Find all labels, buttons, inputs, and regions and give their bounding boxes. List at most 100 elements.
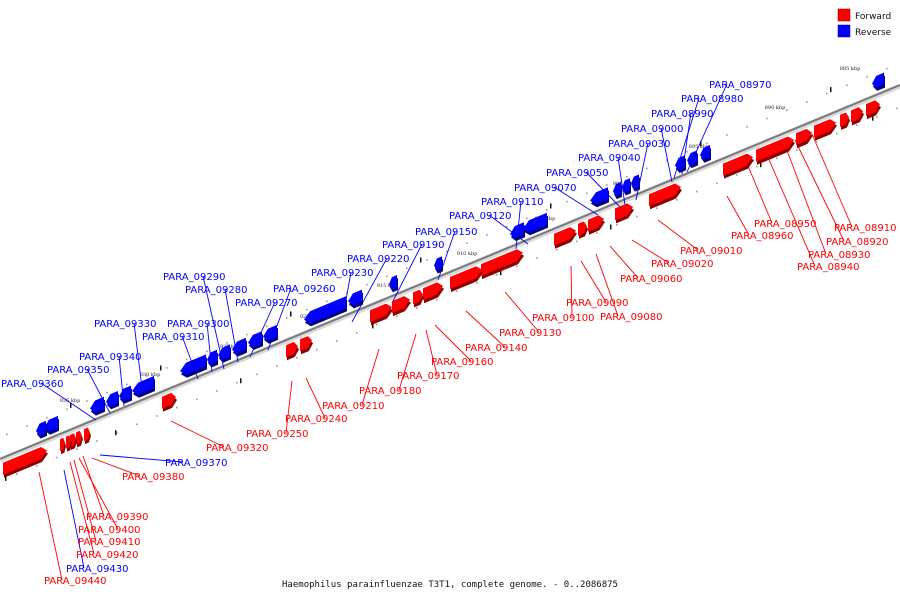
gene-block[interactable] (554, 227, 576, 246)
gene-block[interactable] (588, 215, 604, 232)
gene-label[interactable]: PARA_09160 (431, 357, 493, 368)
gene-label[interactable]: PARA_09070 (514, 183, 576, 194)
gene-label[interactable]: PARA_09360 (1, 379, 63, 390)
gene-label[interactable]: PARA_09340 (79, 352, 141, 363)
gene-label[interactable]: PARA_08930 (808, 250, 870, 261)
gene-label[interactable]: PARA_09110 (481, 197, 543, 208)
gene-label[interactable]: PARA_09420 (76, 550, 138, 561)
gene-label[interactable]: PARA_09060 (620, 274, 682, 285)
gene-block[interactable] (132, 376, 154, 395)
gene-label[interactable]: PARA_08970 (709, 80, 771, 91)
gene-block[interactable] (180, 354, 206, 375)
gene-block[interactable] (389, 275, 397, 290)
gene-block[interactable] (423, 282, 443, 301)
gene-block[interactable] (232, 337, 246, 354)
gene-block[interactable] (450, 266, 482, 289)
gene-block[interactable] (687, 150, 697, 166)
gene-block[interactable] (106, 391, 118, 407)
gene-label[interactable]: PARA_09130 (499, 328, 561, 339)
gene-label[interactable]: PARA_09400 (78, 525, 140, 536)
gene-block[interactable] (756, 136, 794, 162)
gene-label[interactable]: PARA_09100 (532, 313, 594, 324)
gene-block[interactable] (207, 349, 217, 365)
gene-label[interactable]: PARA_09290 (163, 272, 225, 283)
gene-block[interactable] (370, 303, 392, 323)
gene-block[interactable] (263, 324, 277, 341)
gene-block[interactable] (578, 221, 587, 236)
gene-block[interactable] (162, 392, 176, 409)
gene-label[interactable]: PARA_09120 (449, 211, 511, 222)
gene-label[interactable]: PARA_09090 (566, 298, 628, 309)
gene-block[interactable] (218, 344, 230, 360)
gene-label[interactable]: PARA_09300 (167, 319, 229, 330)
gene-block[interactable] (60, 437, 65, 452)
gene-block[interactable] (590, 187, 608, 205)
gene-label[interactable]: PARA_09140 (465, 343, 527, 354)
gene-label[interactable]: PARA_09170 (397, 371, 459, 382)
gene-label[interactable]: PARA_09280 (185, 285, 247, 296)
gene-label[interactable]: PARA_09310 (142, 332, 204, 343)
gene-block[interactable] (481, 249, 523, 277)
gene-block[interactable] (119, 385, 131, 401)
gene-label[interactable]: PARA_09220 (347, 254, 409, 265)
gene-block[interactable] (700, 145, 710, 160)
gene-block[interactable] (649, 183, 681, 207)
gene-label[interactable]: PARA_09150 (415, 227, 477, 238)
gene-label[interactable]: PARA_08960 (731, 231, 793, 242)
gene-label[interactable]: PARA_09030 (608, 139, 670, 150)
gene-label[interactable]: PARA_08920 (826, 237, 888, 248)
gene-block[interactable] (523, 212, 547, 233)
gene-label[interactable]: PARA_09270 (235, 298, 297, 309)
gene-label[interactable]: PARA_09190 (382, 240, 444, 251)
gene-block[interactable] (814, 119, 836, 138)
gene-label[interactable]: PARA_09230 (311, 268, 373, 279)
gene-label[interactable]: PARA_09210 (322, 401, 384, 412)
gene-label[interactable]: PARA_08990 (651, 109, 713, 120)
gene-block[interactable] (434, 256, 442, 271)
gene-label[interactable]: PARA_09370 (165, 458, 227, 469)
gene-block[interactable] (866, 100, 880, 117)
gene-block[interactable] (3, 447, 47, 475)
gene-label[interactable]: PARA_09000 (621, 124, 683, 135)
gene-label[interactable]: PARA_09080 (600, 312, 662, 323)
gene-block[interactable] (348, 289, 362, 306)
gene-block[interactable] (84, 427, 90, 442)
gene-label[interactable]: PARA_09010 (680, 246, 742, 257)
gene-label[interactable]: PARA_09240 (285, 414, 347, 425)
gene-block[interactable] (796, 128, 812, 146)
gene-block[interactable] (615, 203, 633, 221)
gene-label[interactable]: PARA_09380 (122, 472, 184, 483)
gene-label[interactable]: PARA_09020 (651, 259, 713, 270)
gene-block[interactable] (36, 420, 46, 436)
gene-block[interactable] (675, 155, 685, 170)
gene-block[interactable] (66, 435, 71, 449)
gene-block[interactable] (300, 336, 312, 352)
gene-label[interactable]: PARA_09330 (94, 319, 156, 330)
gene-label[interactable]: PARA_09350 (47, 365, 109, 376)
gene-label[interactable]: PARA_09320 (206, 443, 268, 454)
gene-block[interactable] (510, 222, 524, 238)
gene-block[interactable] (840, 112, 849, 127)
gene-label[interactable]: PARA_08950 (754, 219, 816, 230)
gene-block[interactable] (248, 331, 262, 347)
gene-label[interactable]: PARA_09260 (273, 284, 335, 295)
gene-block[interactable] (622, 178, 630, 193)
gene-label[interactable]: PARA_09430 (66, 564, 128, 575)
gene-label[interactable]: PARA_08910 (834, 223, 896, 234)
gene-label[interactable]: PARA_09180 (359, 386, 421, 397)
gene-label[interactable]: PARA_09250 (246, 429, 308, 440)
gene-block[interactable] (723, 153, 753, 176)
gene-block[interactable] (631, 174, 639, 189)
gene-block[interactable] (872, 72, 884, 88)
gene-block[interactable] (90, 396, 104, 413)
gene-label[interactable]: PARA_09390 (86, 512, 148, 523)
gene-label[interactable]: PARA_09440 (44, 576, 106, 587)
gene-label[interactable]: PARA_08940 (797, 262, 859, 273)
gene-block[interactable] (286, 341, 298, 358)
gene-label[interactable]: PARA_09050 (546, 168, 608, 179)
gene-block[interactable] (392, 296, 410, 314)
gene-block[interactable] (304, 296, 346, 324)
gene-block[interactable] (413, 289, 423, 305)
gene-block[interactable] (44, 415, 58, 432)
gene-label[interactable]: PARA_08980 (681, 94, 743, 105)
